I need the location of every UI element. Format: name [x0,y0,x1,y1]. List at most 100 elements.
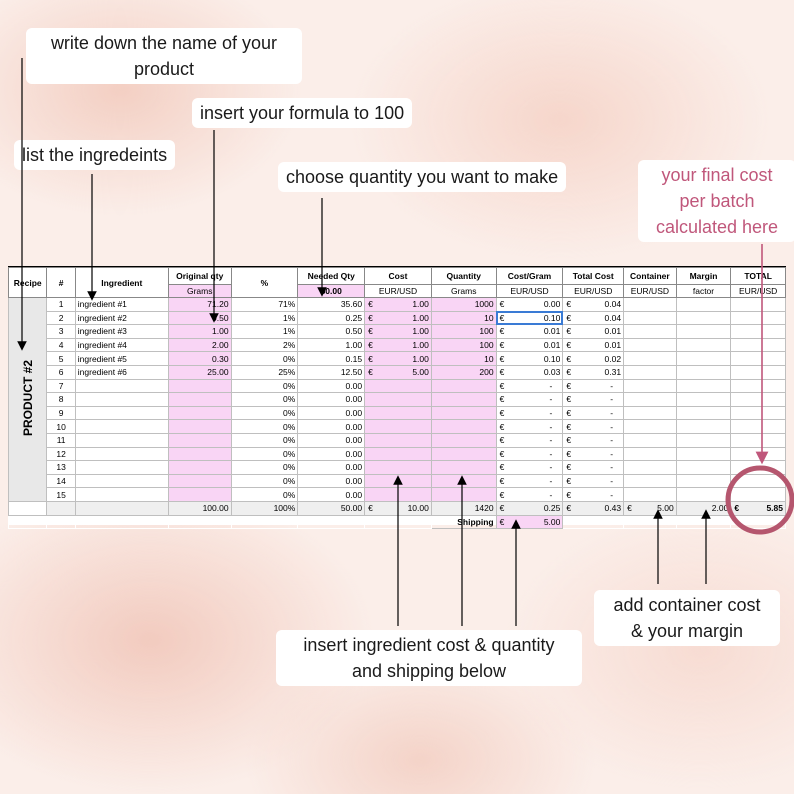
quantity-input[interactable] [430,446,497,462]
ingredient-name[interactable]: ingredient #6 [74,364,169,380]
ingredient-name[interactable]: ingredient #4 [74,337,169,353]
container-input[interactable]: 5.00 [657,503,674,514]
ingredient-name[interactable]: ingredient #5 [74,351,169,366]
margin-empty [675,364,732,380]
note-product-name: write down the name of your product [26,28,302,84]
ingredient-name[interactable]: ingredient #2 [74,310,169,326]
currency-symbol: € [734,503,740,514]
quantity-input[interactable] [430,473,497,489]
total-empty [730,378,786,394]
ingredient-name[interactable]: ingredient #3 [74,324,169,339]
ingredient-name[interactable] [74,432,169,448]
ingredient-name[interactable] [74,473,169,489]
quantity-input[interactable]: 100 [430,324,497,339]
original-qty-input[interactable] [167,392,232,407]
ingredient-row: 8 0% 0.00 € - € - [9,392,786,407]
quantity-input[interactable] [430,432,497,448]
cost-input[interactable]: €1.00 [364,310,432,326]
total-empty [730,351,786,366]
original-qty-input[interactable] [167,473,232,489]
original-qty-input[interactable]: 0.50 [167,310,232,326]
ingredient-name[interactable] [74,378,169,394]
ingredient-row: 2 ingredient #2 0.50 1% 0.25 €1.00 10 €0.10 €0.0… [9,310,786,326]
ingredient-name[interactable] [74,446,169,462]
container-empty [623,324,677,339]
ingredient-row: 3 ingredient #3 1.00 1% 0.50 €1.00 100 €0.01 €0.… [9,324,786,339]
cost-input[interactable] [364,432,432,448]
original-qty-input[interactable]: 1.00 [167,324,232,339]
original-qty-input[interactable]: 2.00 [167,337,232,353]
ingredient-name[interactable]: ingredient #1 [74,297,169,312]
cost-input[interactable] [364,405,432,421]
total-cost-gram: 0.25 [543,503,561,514]
cost-input[interactable]: €1.00 [364,324,432,339]
original-qty-input[interactable] [167,405,232,421]
quantity-input[interactable]: 10 [430,310,497,326]
ingredient-name[interactable] [74,460,169,475]
quantity-input[interactable] [430,460,497,475]
quantity-input[interactable] [430,405,497,421]
cost-input[interactable] [364,473,432,489]
product-name-cell[interactable]: PRODUCT #2 [7,297,48,502]
ingredient-name[interactable] [74,487,169,502]
ingredient-name[interactable] [74,392,169,407]
needed-qty-value: 0.15 [297,351,366,366]
cost-input[interactable] [364,446,432,462]
row-number: 4 [46,337,76,353]
percent-value: 0% [230,351,299,366]
original-qty-input[interactable] [167,460,232,475]
quantity-input[interactable]: 10 [430,351,497,366]
cost-value: 1.00 [412,340,429,351]
cost-per-gram: €0.00 [495,297,564,312]
total-cost-value: 0.04 [604,299,622,310]
cost-per-gram: € - [495,473,564,489]
original-qty-input[interactable]: 71.20 [167,297,232,312]
total-orig: 100.00 [167,500,232,516]
cost-input[interactable] [364,487,432,502]
quantity-input[interactable] [430,392,497,407]
cost-input[interactable] [364,419,432,434]
original-qty-input[interactable] [167,419,232,434]
ingredient-name[interactable] [74,419,169,434]
original-qty-input[interactable] [167,487,232,502]
totals-row: 100.00 100% 50.00 €10.00 1420 €0.25 €0.4… [7,500,786,516]
original-qty-input[interactable]: 25.00 [167,364,232,380]
note-cost-quantity: insert ingredient cost & quantity and sh… [276,630,582,686]
quantity-input[interactable]: 100 [430,337,497,353]
ingredient-name[interactable] [74,405,169,421]
col-margin: Margin [675,267,732,285]
quantity-input[interactable]: 1000 [430,297,497,312]
cost-input[interactable]: €5.00 [364,364,432,380]
shipping-row: Shipping €5.00 [7,514,786,530]
unit-total-cost: EUR/USD [562,284,625,298]
shipping-input[interactable]: 5.00 [543,516,561,527]
total-cost-value: - [610,448,614,459]
margin-empty [675,432,732,448]
currency-symbol: € [368,353,373,364]
total-cost: € - [562,487,625,502]
cost-input[interactable]: €1.00 [364,297,432,312]
needed-qty-input[interactable]: 50.00 [297,284,366,298]
cost-input[interactable]: €1.00 [364,337,432,353]
original-qty-input[interactable] [167,432,232,448]
quantity-input[interactable] [430,487,497,502]
cost-input[interactable]: €1.00 [364,351,432,366]
original-qty-input[interactable] [167,446,232,462]
quantity-input[interactable] [430,419,497,434]
total-empty [730,297,786,312]
margin-input[interactable]: 2.00 [675,500,732,516]
quantity-input[interactable] [430,378,497,394]
cost-input[interactable] [364,378,432,394]
quantity-input[interactable]: 200 [430,364,497,380]
row-number: 13 [46,460,76,475]
cost-per-gram: € - [495,392,564,407]
original-qty-input[interactable] [167,378,232,394]
cost-input[interactable] [364,392,432,407]
cost-input[interactable] [364,460,432,475]
original-qty-input[interactable]: 0.30 [167,351,232,366]
container-empty [623,392,677,407]
currency-symbol: € [566,408,572,419]
total-cost: € - [562,378,625,394]
total-cost: € - [562,446,625,462]
container-empty [623,460,677,475]
